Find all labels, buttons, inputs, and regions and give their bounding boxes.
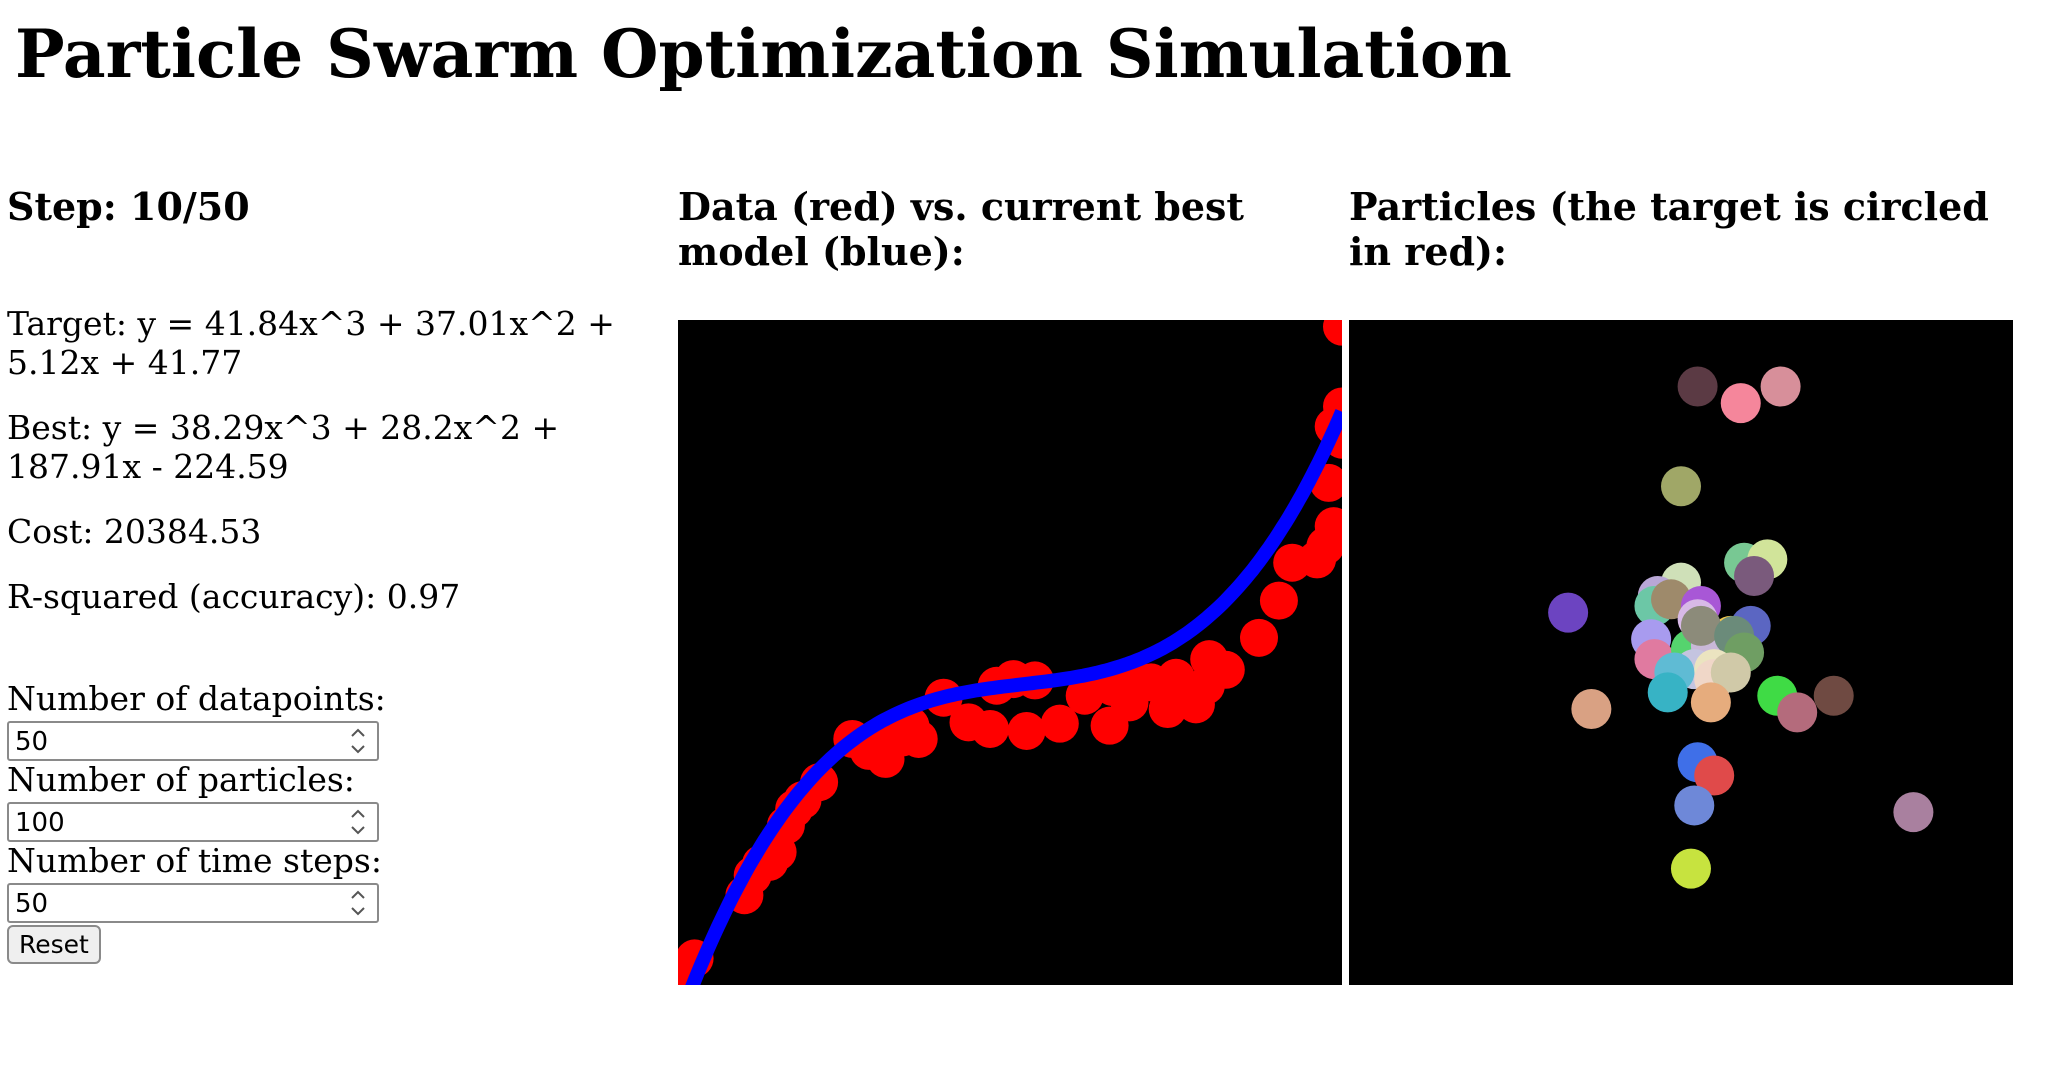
particle (1677, 366, 1718, 407)
particle-plot (1349, 320, 2013, 985)
data-point (1323, 320, 1342, 346)
particle (1760, 366, 1801, 407)
datapoints-spinner (347, 726, 369, 756)
decrement-icon[interactable] (347, 823, 369, 837)
particles-input[interactable] (15, 805, 335, 840)
decrement-icon[interactable] (347, 742, 369, 756)
model-curve (685, 409, 1342, 985)
data-point (899, 719, 938, 758)
time-steps-spinner (347, 888, 369, 918)
datapoints-label: Number of datapoints: (7, 678, 386, 718)
particle (1694, 755, 1735, 796)
data-point (1259, 581, 1298, 620)
particle (1670, 848, 1711, 889)
datapoints-field (7, 720, 379, 761)
data-point (1314, 507, 1342, 546)
cost-readout: Cost: 20384.53 (7, 511, 262, 551)
particle (1893, 792, 1934, 833)
data-point (1206, 650, 1245, 689)
data-point (1007, 711, 1046, 750)
particles-label: Number of particles: (7, 759, 355, 799)
step-indicator: Step: 10/50 (7, 184, 250, 229)
particle (1777, 692, 1818, 733)
particle (1647, 672, 1688, 713)
particle (1661, 466, 1701, 507)
particle (1674, 785, 1715, 826)
particles-field (7, 801, 379, 842)
data-plot-canvas (678, 320, 1342, 985)
increment-icon[interactable] (347, 726, 369, 740)
best-equation: Best: y = 38.29x^3 + 28.2x^2 + 187.91x -… (7, 407, 560, 486)
particle (1548, 592, 1589, 633)
data-point (971, 709, 1010, 748)
particle (1734, 556, 1775, 597)
particles-plot-heading: Particles (the target is circled in red)… (1349, 184, 1989, 274)
data-panel-header: Data (red) vs. current best model (blue)… (678, 184, 1343, 305)
particle (1690, 682, 1731, 723)
particle-plot-canvas (1548, 366, 1934, 889)
reset-button[interactable]: Reset (7, 924, 101, 964)
data-point (1040, 704, 1079, 743)
particles-spinner (347, 807, 369, 837)
model-info: Target: y = 41.84x^3 + 37.01x^2 + 5.12x … (7, 304, 627, 617)
target-equation: Target: y = 41.84x^3 + 37.01x^2 + 5.12x … (7, 304, 615, 382)
data-plot (678, 320, 1342, 985)
increment-icon[interactable] (347, 807, 369, 821)
data-plot-heading: Data (red) vs. current best model (blue)… (678, 184, 1244, 274)
data-point (1240, 618, 1278, 657)
particles-panel-header: Particles (the target is circled in red)… (1349, 184, 2014, 305)
datapoints-input[interactable] (15, 724, 335, 759)
particle (1710, 652, 1751, 693)
page-title: Particle Swarm Optimization Simulation (15, 15, 1512, 93)
particle (1571, 689, 1612, 730)
increment-icon[interactable] (347, 888, 369, 902)
particle (1813, 675, 1854, 716)
time-steps-field (7, 882, 379, 923)
r-squared-readout: R-squared (accuracy): 0.97 (7, 576, 461, 616)
time-steps-input[interactable] (15, 886, 335, 921)
status-panel: Step: 10/50 Target: y = 41.84x^3 + 37.01… (7, 184, 627, 964)
simulation-controls: Number of datapoints: Number of particle… (7, 682, 627, 964)
particle (1680, 605, 1721, 646)
particle (1720, 383, 1761, 424)
time-steps-label: Number of time steps: (7, 840, 382, 880)
decrement-icon[interactable] (347, 904, 369, 918)
